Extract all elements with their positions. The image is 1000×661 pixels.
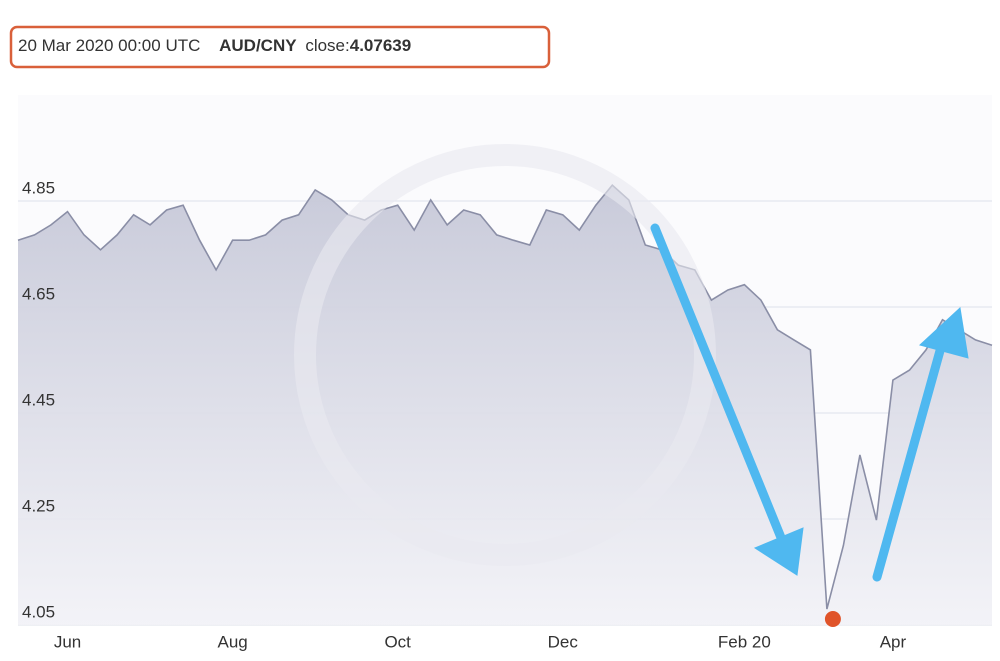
header: 20 Mar 2020 00:00 UTC AUD/CNY close:4.07… [18,36,411,55]
area-fill [18,185,992,625]
y-tick-label: 4.45 [22,390,55,409]
x-tick-label: Jun [54,632,81,651]
x-tick-label: Aug [217,632,247,651]
x-tick-label: Feb 20 [718,632,771,651]
close-value: 4.07639 [350,36,411,55]
arrow-up-head [918,306,969,359]
x-tick-label: Apr [880,632,907,651]
date: 20 Mar 2020 00:00 UTC [18,36,200,55]
y-tick-label: 4.85 [22,178,55,197]
arrow-up [872,335,948,582]
arrow-down-head [753,527,804,576]
arrow-down [650,223,787,545]
x-tick-label: Dec [548,632,579,651]
y-tick-label: 4.25 [22,496,55,515]
y-tick-label: 4.65 [22,284,55,303]
x-tick-label: Oct [384,632,411,651]
price-line [17,183,993,610]
close-label: close: [305,36,349,55]
header-box [9,25,551,69]
pair: AUD/CNY [219,36,297,55]
y-tick-label: 4.05 [22,602,55,621]
arrows [650,223,969,582]
close-marker [824,611,841,628]
